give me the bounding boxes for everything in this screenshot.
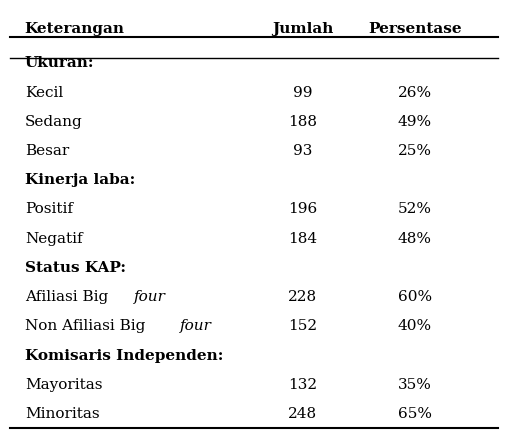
Text: 48%: 48% — [398, 232, 432, 246]
Text: 196: 196 — [288, 202, 318, 216]
Text: Kinerja laba:: Kinerja laba: — [25, 173, 135, 187]
Text: 60%: 60% — [398, 290, 432, 304]
Text: 49%: 49% — [398, 115, 432, 129]
Text: 65%: 65% — [398, 407, 432, 421]
Text: 25%: 25% — [398, 144, 432, 158]
Text: Jumlah: Jumlah — [272, 22, 333, 36]
Text: Afiliasi Big: Afiliasi Big — [25, 290, 113, 304]
Text: 152: 152 — [288, 319, 318, 333]
Text: 26%: 26% — [398, 86, 432, 99]
Text: Minoritas: Minoritas — [25, 407, 100, 421]
Text: Komisaris Independen:: Komisaris Independen: — [25, 349, 223, 363]
Text: Non Afiliasi Big: Non Afiliasi Big — [25, 319, 150, 333]
Text: 188: 188 — [288, 115, 318, 129]
Text: 99: 99 — [293, 86, 312, 99]
Text: 35%: 35% — [398, 378, 432, 392]
Text: 184: 184 — [288, 232, 318, 246]
Text: 40%: 40% — [398, 319, 432, 333]
Text: four: four — [134, 290, 166, 304]
Text: Besar: Besar — [25, 144, 69, 158]
Text: Ukuran:: Ukuran: — [25, 56, 94, 70]
Text: Mayoritas: Mayoritas — [25, 378, 102, 392]
Text: Positif: Positif — [25, 202, 73, 216]
Text: 248: 248 — [288, 407, 318, 421]
Text: Negatif: Negatif — [25, 232, 82, 246]
Text: Kecil: Kecil — [25, 86, 63, 99]
Text: four: four — [180, 319, 212, 333]
Text: 132: 132 — [288, 378, 318, 392]
Text: Persentase: Persentase — [368, 22, 462, 36]
Text: Sedang: Sedang — [25, 115, 82, 129]
Text: 93: 93 — [293, 144, 312, 158]
Text: 228: 228 — [288, 290, 318, 304]
Text: Keterangan: Keterangan — [25, 22, 125, 36]
Text: 52%: 52% — [398, 202, 432, 216]
Text: Status KAP:: Status KAP: — [25, 261, 126, 275]
